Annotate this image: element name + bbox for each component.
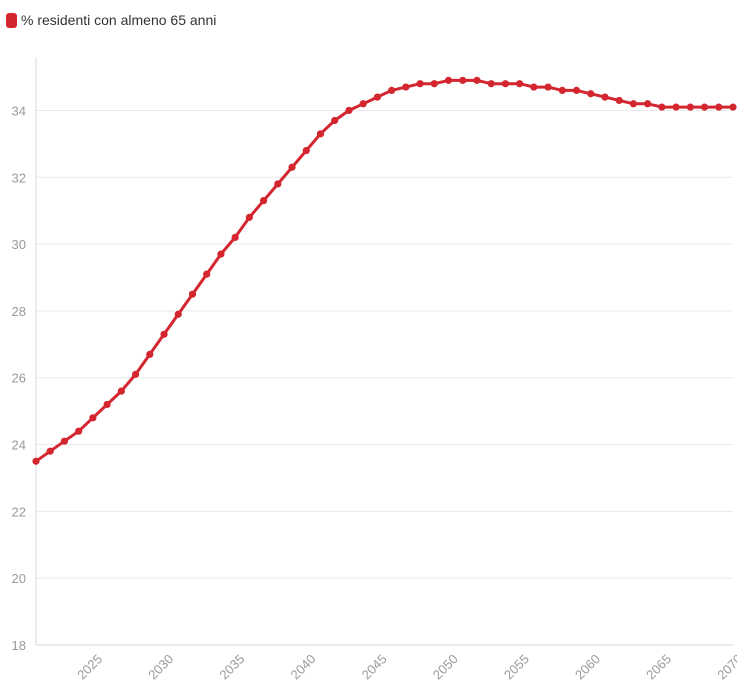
data-point	[416, 80, 424, 88]
data-point	[316, 130, 325, 138]
legend-swatch	[6, 12, 17, 28]
x-tick-label: 2045	[359, 651, 390, 682]
x-tick-label: 2065	[643, 651, 674, 682]
data-point	[302, 146, 310, 155]
x-tick-label: 2025	[74, 651, 105, 682]
data-point	[459, 76, 467, 84]
x-tick-label: 2050	[430, 651, 461, 682]
data-point	[388, 86, 396, 95]
y-tick-label: 26	[12, 371, 26, 386]
data-point	[46, 447, 54, 455]
data-point	[558, 86, 566, 95]
y-tick-label: 34	[12, 103, 26, 118]
data-point	[615, 96, 623, 105]
data-point	[103, 400, 111, 409]
data-point	[444, 76, 453, 84]
data-point	[231, 233, 239, 242]
data-point	[572, 86, 581, 95]
data-point	[373, 93, 381, 101]
y-tick-label: 20	[12, 571, 26, 586]
data-point	[146, 350, 154, 358]
data-point	[274, 180, 282, 188]
y-tick-label: 22	[12, 504, 26, 519]
legend-label: % residenti con almeno 65 anni	[21, 12, 217, 28]
data-point	[629, 100, 638, 108]
data-point	[544, 83, 552, 91]
data-point	[601, 93, 609, 101]
x-tick-label: 2070	[714, 651, 737, 682]
data-point	[658, 103, 666, 111]
data-point	[359, 100, 367, 108]
grid-layer	[36, 109, 733, 579]
data-point	[288, 163, 296, 171]
data-point	[672, 103, 680, 111]
data-point	[587, 90, 595, 98]
data-point	[203, 270, 211, 278]
y-tick-label: 32	[12, 170, 26, 185]
data-point	[32, 457, 40, 465]
data-point	[729, 103, 737, 111]
data-point	[217, 250, 225, 258]
data-point	[160, 330, 168, 338]
data-point	[516, 80, 524, 88]
x-tick-label: 2055	[501, 651, 532, 682]
legend[interactable]: % residenti con almeno 65 anni	[6, 12, 216, 28]
series-layer	[32, 76, 737, 465]
series-line	[34, 78, 735, 463]
data-point	[331, 116, 339, 125]
data-point	[402, 83, 410, 91]
data-point	[174, 310, 182, 318]
data-point	[501, 80, 510, 88]
data-point	[131, 370, 140, 378]
x-tick-label: 2035	[216, 651, 247, 682]
data-point	[487, 80, 495, 88]
y-tick-label: 24	[12, 438, 26, 453]
x-tick-label: 2040	[288, 651, 319, 682]
y-tick-label: 28	[12, 304, 26, 319]
data-point	[188, 290, 197, 298]
x-tick-label: 2030	[145, 651, 176, 682]
data-point	[473, 76, 481, 84]
data-point	[700, 103, 709, 111]
data-point	[75, 427, 83, 435]
data-point	[644, 100, 652, 108]
data-point	[686, 103, 694, 111]
data-point	[530, 83, 538, 91]
data-point	[117, 387, 125, 395]
data-point	[345, 106, 353, 115]
y-tick-label: 30	[12, 237, 26, 252]
data-point	[245, 213, 253, 221]
data-point	[259, 197, 268, 205]
data-point	[715, 103, 723, 111]
y-tick-label: 18	[12, 638, 26, 653]
axis-layer: 18 20 22 24 26 28 30 32 34 2025 2030 2035 2040 2045 20…	[12, 57, 737, 682]
data-point	[430, 80, 438, 88]
x-tick-label: 2060	[572, 651, 603, 682]
data-point	[60, 437, 69, 445]
data-point	[89, 414, 97, 422]
